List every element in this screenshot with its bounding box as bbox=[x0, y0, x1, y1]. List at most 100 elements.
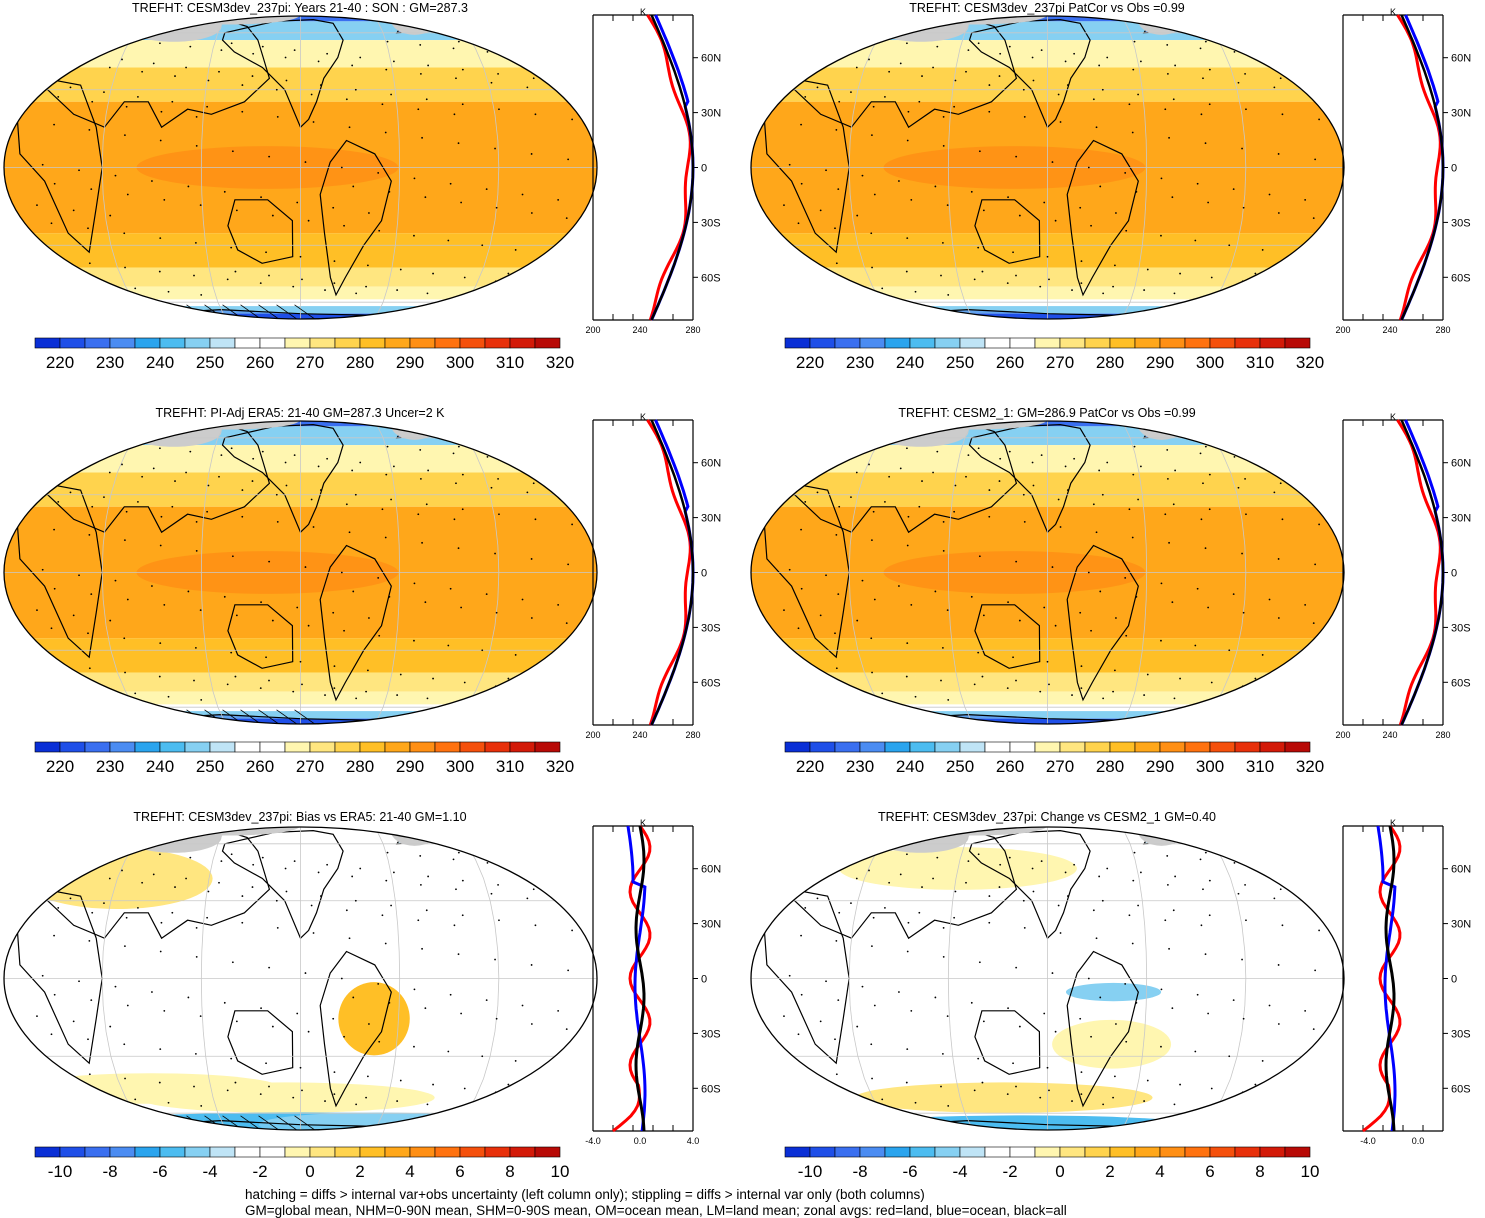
colorbar-label: 220 bbox=[796, 757, 824, 776]
colorbar-swatch bbox=[1084, 1146, 1111, 1158]
colorbar-swatch bbox=[784, 337, 811, 349]
colorbar-swatch bbox=[259, 337, 286, 349]
colorbar-swatch bbox=[184, 1146, 211, 1158]
coastline bbox=[974, 199, 1041, 264]
zonal-curve bbox=[1400, 419, 1445, 726]
masked-land bbox=[126, 16, 222, 42]
coastline bbox=[1066, 544, 1139, 702]
colorbar-swatch bbox=[934, 1146, 961, 1158]
colorbar-swatch bbox=[984, 1146, 1011, 1158]
lat-tick-label: 30N bbox=[1451, 108, 1471, 120]
zonal-curve bbox=[650, 14, 695, 321]
coastline bbox=[1066, 950, 1139, 1108]
colorbar-swatch bbox=[534, 741, 561, 753]
colorbar-label: -4 bbox=[202, 1162, 217, 1181]
colorbar-swatch bbox=[909, 337, 936, 349]
coastline bbox=[221, 18, 344, 129]
colorbar-swatch bbox=[209, 337, 236, 349]
colorbar-swatch bbox=[284, 741, 311, 753]
colorbar-label: -8 bbox=[852, 1162, 867, 1181]
colorbar-swatch bbox=[1209, 741, 1236, 753]
x-tick-label: 0.0 bbox=[1412, 1136, 1425, 1146]
graticule-lon bbox=[947, 16, 983, 319]
x-tick-label: 280 bbox=[1435, 730, 1450, 740]
colorbar-swatch bbox=[334, 741, 361, 753]
colorbar-swatch bbox=[1009, 1146, 1036, 1158]
colorbar-label: 280 bbox=[1096, 353, 1124, 372]
colorbar-label: 230 bbox=[96, 353, 124, 372]
x-tick-label: 200 bbox=[585, 730, 600, 740]
colorbar-swatch bbox=[1034, 1146, 1061, 1158]
colorbar-label: 270 bbox=[1046, 757, 1074, 776]
graticule-lon bbox=[365, 421, 401, 724]
colorbar-swatch bbox=[509, 337, 536, 349]
masked-land bbox=[126, 421, 222, 447]
colorbar-swatch bbox=[1184, 741, 1211, 753]
coastline bbox=[974, 1010, 1041, 1075]
lat-tick-label: 60N bbox=[1451, 53, 1471, 65]
colorbar-swatch bbox=[1234, 741, 1261, 753]
coastline bbox=[221, 829, 344, 940]
map-p6 bbox=[750, 826, 1345, 1131]
colorbar-label: 270 bbox=[296, 353, 324, 372]
colorbar-swatch bbox=[359, 741, 386, 753]
colorbar-label: 310 bbox=[1246, 353, 1274, 372]
coastline bbox=[227, 199, 294, 264]
colorbar-label: 4 bbox=[405, 1162, 414, 1181]
graticule-lon bbox=[947, 421, 983, 724]
colorbar-swatch bbox=[384, 337, 411, 349]
colorbar-swatch bbox=[784, 741, 811, 753]
map-p5 bbox=[3, 826, 598, 1131]
colorbar-swatch bbox=[959, 741, 986, 753]
zonal-curve bbox=[1361, 825, 1402, 1133]
lat-tick-label: 60S bbox=[1451, 272, 1471, 284]
colorbar-swatch bbox=[934, 337, 961, 349]
footnote-line-2: GM=global mean, NHM=0-90N mean, SHM=0-90… bbox=[245, 1203, 1067, 1218]
colorbar-label: 310 bbox=[496, 353, 524, 372]
panel-title: TREFHT: CESM3dev_237pi PatCor vs Obs =0.… bbox=[909, 1, 1185, 15]
colorbar-swatch bbox=[1184, 337, 1211, 349]
colorbar-swatch bbox=[859, 337, 886, 349]
colorbar-swatch bbox=[509, 1146, 536, 1158]
colorbar-swatch bbox=[1259, 741, 1286, 753]
colorbar-swatch bbox=[59, 741, 86, 753]
zonal-curve bbox=[626, 825, 647, 1132]
colorbar-swatch bbox=[234, 1146, 261, 1158]
colorbar-label: 280 bbox=[346, 757, 374, 776]
graticule-lon bbox=[200, 16, 236, 319]
colorbar-p3: 220 230 240 250 260 270 280 290 300 310 320 bbox=[34, 741, 574, 776]
x-tick-label: 200 bbox=[1335, 730, 1350, 740]
colorbar-label: 290 bbox=[396, 757, 424, 776]
colorbar-swatch bbox=[234, 741, 261, 753]
colorbar-swatch bbox=[834, 1146, 861, 1158]
colorbar-swatch bbox=[309, 337, 336, 349]
colorbar-label: 300 bbox=[1196, 757, 1224, 776]
colorbar-swatch bbox=[1209, 1146, 1236, 1158]
panel-title: TREFHT: CESM2_1: GM=286.9 PatCor vs Obs … bbox=[898, 406, 1196, 420]
colorbar-p1: 220 230 240 250 260 270 280 290 300 310 320 bbox=[34, 337, 574, 372]
colorbar-swatch bbox=[134, 1146, 161, 1158]
colorbar-label: 6 bbox=[1205, 1162, 1214, 1181]
diff-blob bbox=[855, 1082, 1153, 1113]
colorbar-swatch bbox=[1084, 741, 1111, 753]
colorbar-swatch bbox=[159, 337, 186, 349]
coastline bbox=[221, 423, 344, 534]
colorbar-swatch bbox=[1184, 1146, 1211, 1158]
colorbar-swatch bbox=[534, 337, 561, 349]
masked-land bbox=[126, 827, 222, 853]
colorbar-swatch bbox=[134, 337, 161, 349]
colorbar-swatch bbox=[984, 337, 1011, 349]
coastline bbox=[227, 604, 294, 669]
colorbar-swatch bbox=[334, 1146, 361, 1158]
colorbar-label: 290 bbox=[396, 353, 424, 372]
lat-tick-label: 0 bbox=[1451, 974, 1457, 986]
colorbar-swatch bbox=[434, 337, 461, 349]
colorbar-swatch bbox=[484, 337, 511, 349]
zonal-profile-p5: K 60N 30N 0 30S 60S -4.0 0.0 4.0 bbox=[585, 818, 721, 1146]
x-tick-label: 200 bbox=[1335, 325, 1350, 335]
colorbar-label: 230 bbox=[846, 757, 874, 776]
lat-tick-label: 60N bbox=[701, 53, 721, 65]
zonal-curve bbox=[650, 419, 695, 726]
colorbar-swatch bbox=[1284, 1146, 1311, 1158]
lat-tick-label: 30N bbox=[1451, 513, 1471, 525]
